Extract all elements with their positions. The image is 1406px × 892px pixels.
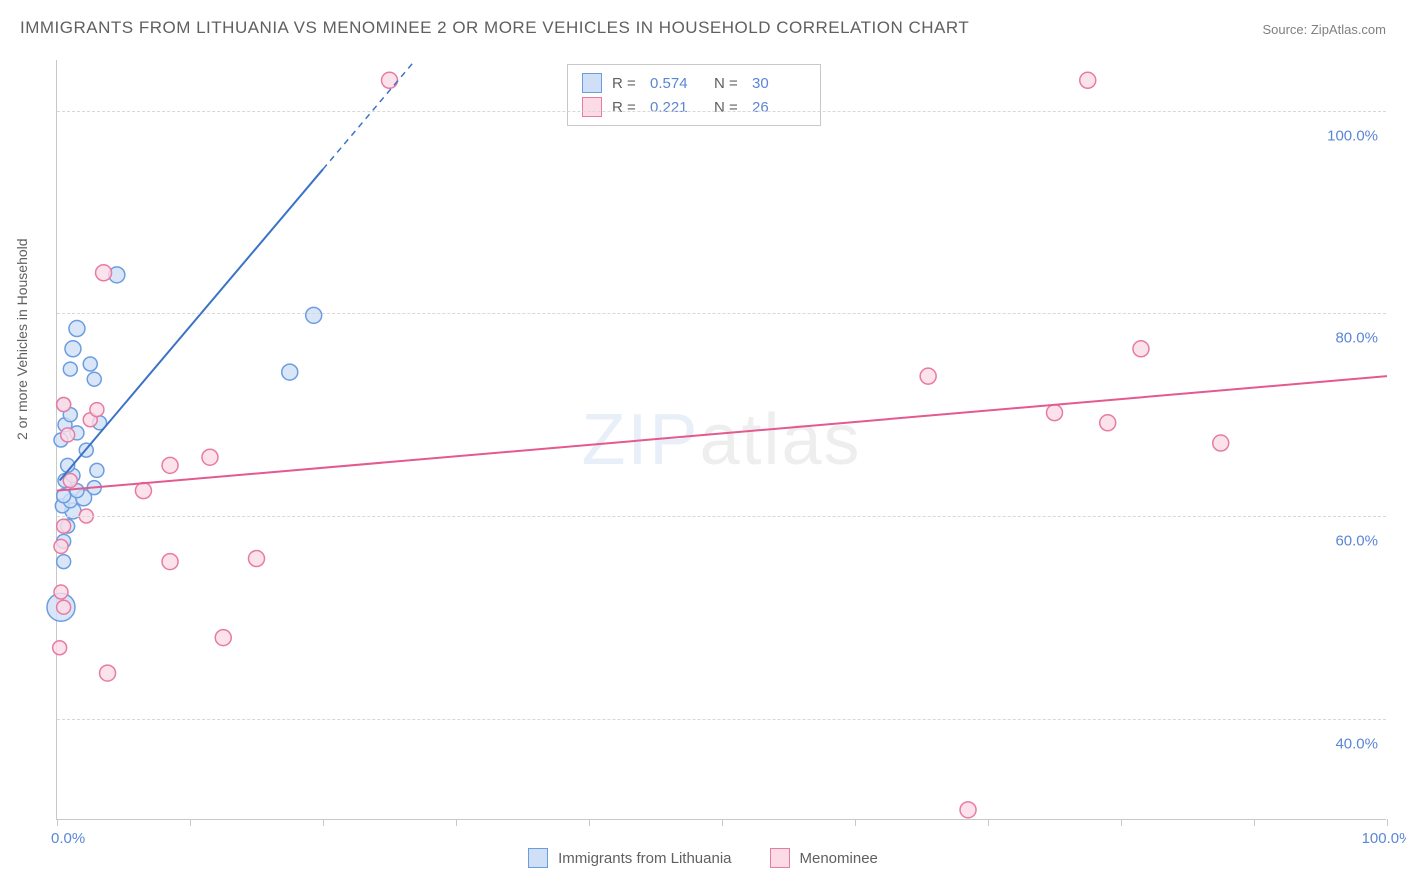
y-axis-label: 2 or more Vehicles in Household [14,238,30,440]
x-tick [988,819,989,826]
data-point [57,519,71,533]
data-point [63,362,77,376]
source-attribution: Source: ZipAtlas.com [1262,22,1386,37]
x-tick [1121,819,1122,826]
legend-label: Menominee [800,850,878,867]
data-point [57,600,71,614]
x-tick [190,819,191,826]
legend-n-label: N = [714,99,742,116]
x-tick [722,819,723,826]
x-tick [456,819,457,826]
data-point [1080,72,1096,88]
chart-title: IMMIGRANTS FROM LITHUANIA VS MENOMINEE 2… [20,18,969,38]
legend-item: Menominee [770,848,878,868]
legend-n-value: 30 [752,75,806,92]
data-point [920,368,936,384]
legend-swatch [582,73,602,93]
legend-swatch [582,97,602,117]
data-point [135,483,151,499]
data-point [96,265,112,281]
legend-item: Immigrants from Lithuania [528,848,731,868]
legend-r-value: 0.574 [650,75,704,92]
x-tick-label: 100.0% [1362,830,1406,847]
data-point [960,802,976,818]
data-point [282,364,298,380]
gridline [57,719,1386,720]
data-point [1047,405,1063,421]
plot-area: ZIPatlas R =0.574N =30R =0.221N =26 40.0… [56,60,1386,820]
data-point [87,372,101,386]
data-point [53,641,67,655]
data-point [54,539,68,553]
y-tick-label: 80.0% [1335,330,1378,347]
regression-line [57,376,1387,491]
data-point [69,321,85,337]
legend-r-label: R = [612,99,640,116]
data-point [65,341,81,357]
x-tick [323,819,324,826]
y-tick-label: 60.0% [1335,533,1378,550]
data-point [249,551,265,567]
y-tick-label: 40.0% [1335,735,1378,752]
legend-n-label: N = [714,75,742,92]
data-point [162,554,178,570]
data-point [215,630,231,646]
regression-line [60,169,323,480]
x-tick [855,819,856,826]
data-point [100,665,116,681]
data-point [306,307,322,323]
data-point [202,449,218,465]
data-point [1133,341,1149,357]
x-tick-label: 0.0% [51,830,85,847]
data-point [63,474,77,488]
data-point [1100,415,1116,431]
x-tick [1387,819,1388,826]
data-point [1213,435,1229,451]
regression-line-dashed [323,60,415,169]
y-tick-label: 100.0% [1327,127,1378,144]
gridline [57,111,1386,112]
correlation-legend: R = 0.574 N = 30 R = 0.221 N = 26 [567,64,821,126]
legend-swatch [770,848,790,868]
x-tick [57,819,58,826]
x-tick [589,819,590,826]
data-point [382,72,398,88]
legend-r-value: 0.221 [650,99,704,116]
legend-row: R = 0.221 N = 26 [582,95,806,119]
data-point [61,428,75,442]
chart-svg [57,60,1386,819]
legend-n-value: 26 [752,99,806,116]
legend-r-label: R = [612,75,640,92]
data-point [57,555,71,569]
x-tick [1254,819,1255,826]
data-point [90,403,104,417]
source-link[interactable]: ZipAtlas.com [1311,22,1386,37]
gridline [57,313,1386,314]
legend-label: Immigrants from Lithuania [558,850,731,867]
data-point [57,398,71,412]
data-point [162,457,178,473]
data-point [83,357,97,371]
data-point [90,463,104,477]
data-point [54,585,68,599]
legend-swatch [528,848,548,868]
gridline [57,516,1386,517]
legend-row: R = 0.574 N = 30 [582,71,806,95]
series-legend: Immigrants from Lithuania Menominee [0,848,1406,868]
source-prefix: Source: [1262,22,1310,37]
